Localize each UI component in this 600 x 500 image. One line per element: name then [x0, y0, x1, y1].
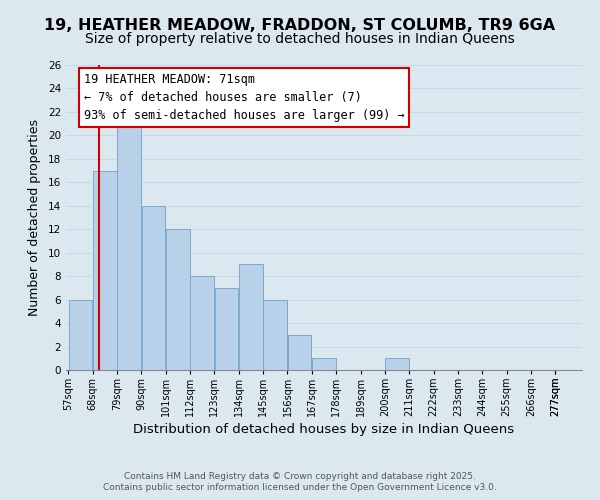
Y-axis label: Number of detached properties: Number of detached properties [28, 119, 41, 316]
Bar [239, 264, 263, 370]
Bar [385, 358, 409, 370]
Bar [312, 358, 336, 370]
Bar [68, 300, 92, 370]
X-axis label: Distribution of detached houses by size in Indian Queens: Distribution of detached houses by size … [133, 424, 515, 436]
Text: 19, HEATHER MEADOW, FRADDON, ST COLUMB, TR9 6GA: 19, HEATHER MEADOW, FRADDON, ST COLUMB, … [44, 18, 556, 32]
Bar [142, 206, 166, 370]
Bar [117, 112, 141, 370]
Bar [288, 335, 311, 370]
Text: 19 HEATHER MEADOW: 71sqm
← 7% of detached houses are smaller (7)
93% of semi-det: 19 HEATHER MEADOW: 71sqm ← 7% of detache… [84, 73, 404, 122]
Bar [190, 276, 214, 370]
Bar [263, 300, 287, 370]
Text: Contains HM Land Registry data © Crown copyright and database right 2025.
Contai: Contains HM Land Registry data © Crown c… [103, 472, 497, 492]
Bar [166, 229, 190, 370]
Text: Size of property relative to detached houses in Indian Queens: Size of property relative to detached ho… [85, 32, 515, 46]
Bar [93, 170, 116, 370]
Bar [215, 288, 238, 370]
